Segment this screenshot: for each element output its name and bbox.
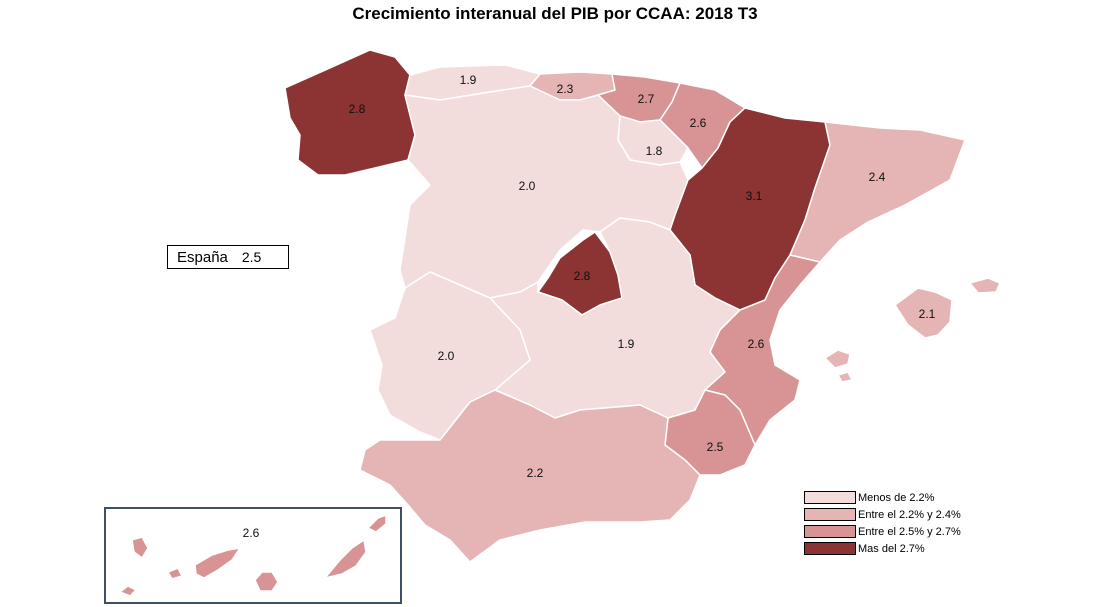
canarias-inset-frame — [104, 507, 402, 604]
value-label-castilla-y-leon: 2.0 — [519, 179, 536, 193]
region-canarias-la-palma — [131, 536, 149, 559]
value-label-comunitat-valenciana: 2.6 — [748, 337, 765, 351]
region-canarias-la-gomera — [167, 567, 183, 580]
legend-item: Mas del 2.7% — [804, 540, 961, 557]
map-title: Crecimiento interanual del PIB por CCAA:… — [352, 4, 758, 23]
legend-item: Entre el 2.2% y 2.4% — [804, 506, 961, 523]
legend-swatch — [804, 508, 856, 521]
value-label-madrid: 2.8 — [574, 269, 591, 283]
region-canarias-el-hierro — [119, 585, 137, 597]
legend-swatch — [804, 525, 856, 538]
national-label: España — [177, 249, 228, 266]
region-canarias-tenerife — [194, 547, 241, 579]
value-label-baleares: 2.1 — [919, 307, 936, 321]
value-label-cantabria: 2.3 — [557, 82, 574, 96]
legend-label: Menos de 2.2% — [858, 491, 935, 504]
legend-label: Entre el 2.5% y 2.7% — [858, 525, 961, 538]
region-andalucia — [359, 389, 701, 563]
value-label-extremadura: 2.0 — [438, 349, 455, 363]
region-baleares-formentera — [837, 371, 853, 383]
region-baleares-ibiza — [824, 349, 851, 369]
legend-swatch — [804, 491, 856, 504]
legend-item: Menos de 2.2% — [804, 489, 961, 506]
value-label-murcia: 2.5 — [707, 440, 724, 454]
legend-label: Entre el 2.2% y 2.4% — [858, 508, 961, 521]
region-murcia — [664, 389, 756, 476]
region-baleares-mallorca — [894, 287, 953, 339]
region-canarias-lanzarote — [367, 514, 387, 533]
value-label-la-rioja: 1.8 — [646, 144, 663, 158]
legend-item: Entre el 2.5% y 2.7% — [804, 523, 961, 540]
national-growth-box: España 2.5 — [167, 245, 289, 269]
value-label-aragon: 3.1 — [746, 189, 763, 203]
value-label-pais-vasco: 2.7 — [638, 92, 655, 106]
legend-swatch — [804, 542, 856, 555]
region-baleares-menorca — [969, 277, 1001, 294]
value-label-asturias: 1.9 — [460, 73, 477, 87]
value-label-cataluna: 2.4 — [869, 170, 886, 184]
value-label-navarra: 2.6 — [690, 116, 707, 130]
region-canarias-fuerteventura — [324, 539, 367, 579]
value-label-andalucia: 2.2 — [527, 466, 544, 480]
legend-label: Mas del 2.7% — [858, 542, 925, 555]
value-label-galicia: 2.8 — [349, 102, 366, 116]
value-label-castilla-la-mancha: 1.9 — [618, 337, 635, 351]
value-label-canarias: 2.6 — [243, 526, 260, 540]
region-canarias-gran-canaria — [254, 571, 279, 592]
region-cataluna — [789, 121, 966, 263]
legend: Menos de 2.2% Entre el 2.2% y 2.4% Entre… — [804, 489, 961, 557]
national-value: 2.5 — [241, 249, 262, 265]
